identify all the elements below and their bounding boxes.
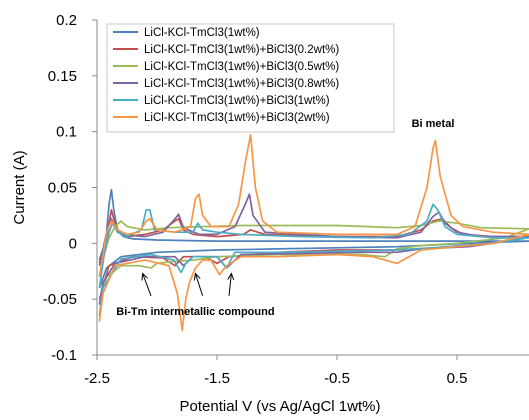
y-tick-label: 0 — [69, 235, 77, 252]
y-axis-title: Current (A) — [11, 150, 28, 224]
y-tick-label: 0.1 — [56, 124, 77, 141]
y-tick-label: 0.2 — [56, 12, 77, 29]
legend-label: LiCl-KCl-TmCl3(1wt%)+BiCl3(1wt%) — [144, 95, 330, 107]
x-tick-label: -1.5 — [204, 370, 230, 387]
annotation-arrowhead — [227, 272, 235, 281]
series-line-6 — [98, 134, 529, 332]
annotation-arrow — [228, 273, 232, 296]
legend-label: LiCl-KCl-TmCl3(1wt%)+BiCl3(0.8wt%) — [144, 78, 339, 90]
series-line-1 — [98, 188, 529, 289]
annotation-arrowhead — [141, 272, 149, 281]
legend-label: LiCl-KCl-TmCl3(1wt%)+BiCl3(0.2wt%) — [144, 44, 339, 56]
annotation-text: Bi-Tm intermetallic compound — [116, 306, 274, 318]
legend-label: LiCl-KCl-TmCl3(1wt%)+BiCl3(2wt%) — [144, 112, 330, 124]
y-tick-label: 0.15 — [48, 68, 77, 85]
annotation-arrow — [142, 273, 152, 296]
y-tick-label: -0.05 — [43, 291, 77, 308]
x-tick-label: -2.5 — [84, 370, 110, 387]
y-tick-label: -0.1 — [51, 347, 77, 364]
x-tick-label: -0.5 — [324, 370, 350, 387]
legend-label: LiCl-KCl-TmCl3(1wt%)+BiCl3(0.5wt%) — [144, 61, 339, 73]
x-axis-title: Potential V (vs Ag/AgCl 1wt%) — [180, 398, 381, 415]
x-tick-label: 0.5 — [447, 370, 468, 387]
series-line-5 — [98, 203, 529, 317]
legend-label: LiCl-KCl-TmCl3(1wt%) — [144, 27, 260, 39]
y-tick-label: 0.05 — [48, 180, 77, 197]
legend-box — [106, 23, 395, 133]
series-line-3 — [98, 220, 529, 300]
annotation-text: Bi metal — [412, 118, 455, 130]
annotation-arrow — [194, 273, 204, 296]
annotation-arrowhead — [193, 272, 201, 281]
